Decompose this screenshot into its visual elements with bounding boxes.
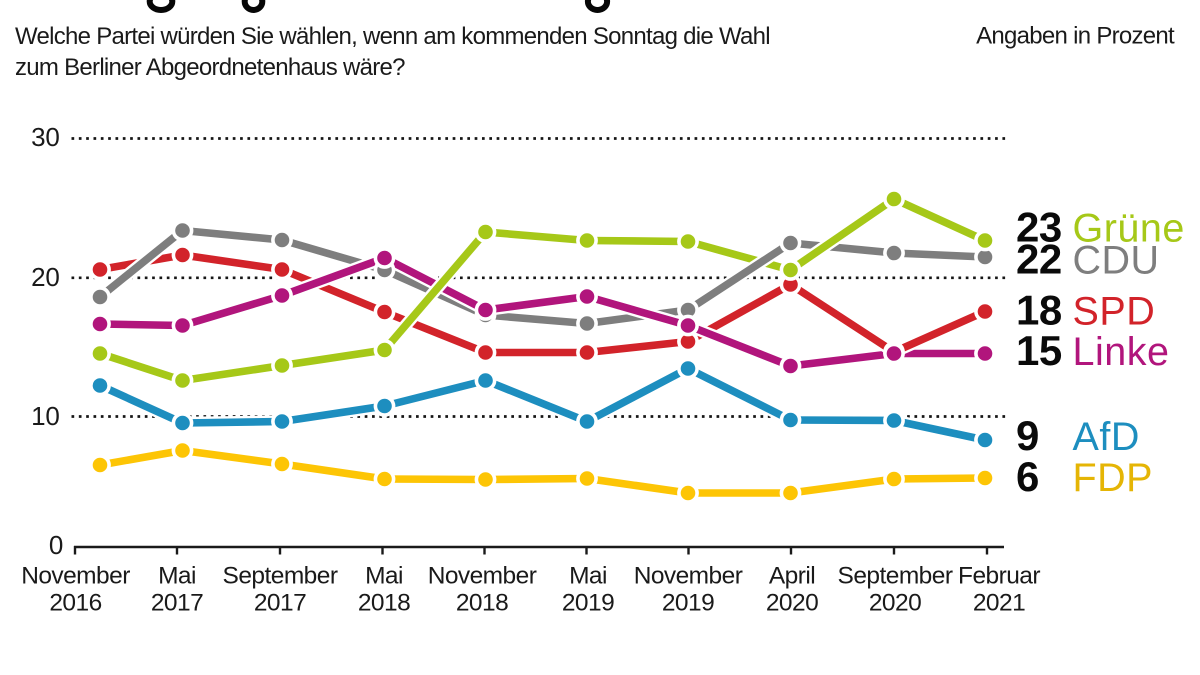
svg-text:2019: 2019 (562, 590, 614, 617)
svg-text:Mai: Mai (569, 563, 607, 590)
svg-text:Mai: Mai (365, 563, 403, 590)
svg-text:Linke: Linke (1073, 330, 1170, 374)
svg-text:30: 30 (31, 122, 59, 152)
svg-text:2017: 2017 (254, 590, 306, 617)
svg-text:November: November (21, 563, 130, 590)
svg-text:2018: 2018 (456, 590, 508, 617)
svg-text:10: 10 (31, 401, 59, 431)
svg-text:SPD: SPD (1073, 290, 1156, 334)
svg-text:April: April (769, 563, 815, 590)
svg-text:Mai: Mai (158, 563, 196, 590)
svg-text:September: September (223, 563, 338, 590)
svg-text:9: 9 (1016, 412, 1039, 459)
svg-text:Welche Partei würden Sie wähle: Welche Partei würden Sie wählen, wenn am… (15, 23, 770, 50)
svg-text:November: November (428, 563, 537, 590)
svg-text:2020: 2020 (869, 590, 921, 617)
svg-text:Angaben in Prozent: Angaben in Prozent (976, 23, 1175, 50)
svg-text:Februar: Februar (958, 563, 1040, 590)
svg-text:2019: 2019 (662, 590, 714, 617)
svg-text:zum Berliner Abgeordnetenhaus: zum Berliner Abgeordnetenhaus wäre? (15, 54, 405, 81)
svg-text:23: 23 (1016, 204, 1062, 251)
svg-text:20: 20 (31, 262, 59, 292)
svg-text:2016: 2016 (49, 590, 101, 617)
svg-text:2017: 2017 (151, 590, 203, 617)
svg-text:Grüne: Grüne (1073, 207, 1185, 251)
svg-text:2020: 2020 (766, 590, 818, 617)
svg-text:18: 18 (1016, 287, 1062, 334)
svg-text:15: 15 (1016, 327, 1062, 374)
svg-text:2021: 2021 (973, 590, 1025, 617)
svg-text:FDP: FDP (1073, 456, 1154, 500)
svg-text:0: 0 (49, 530, 63, 560)
svg-text:November: November (634, 563, 743, 590)
svg-text:22: 22 (1016, 235, 1062, 282)
svg-text:6: 6 (1016, 453, 1039, 500)
svg-text:AfD: AfD (1073, 415, 1140, 459)
svg-text:September: September (838, 563, 953, 590)
svg-text:2018: 2018 (358, 590, 410, 617)
svg-text:CDU: CDU (1073, 238, 1160, 282)
